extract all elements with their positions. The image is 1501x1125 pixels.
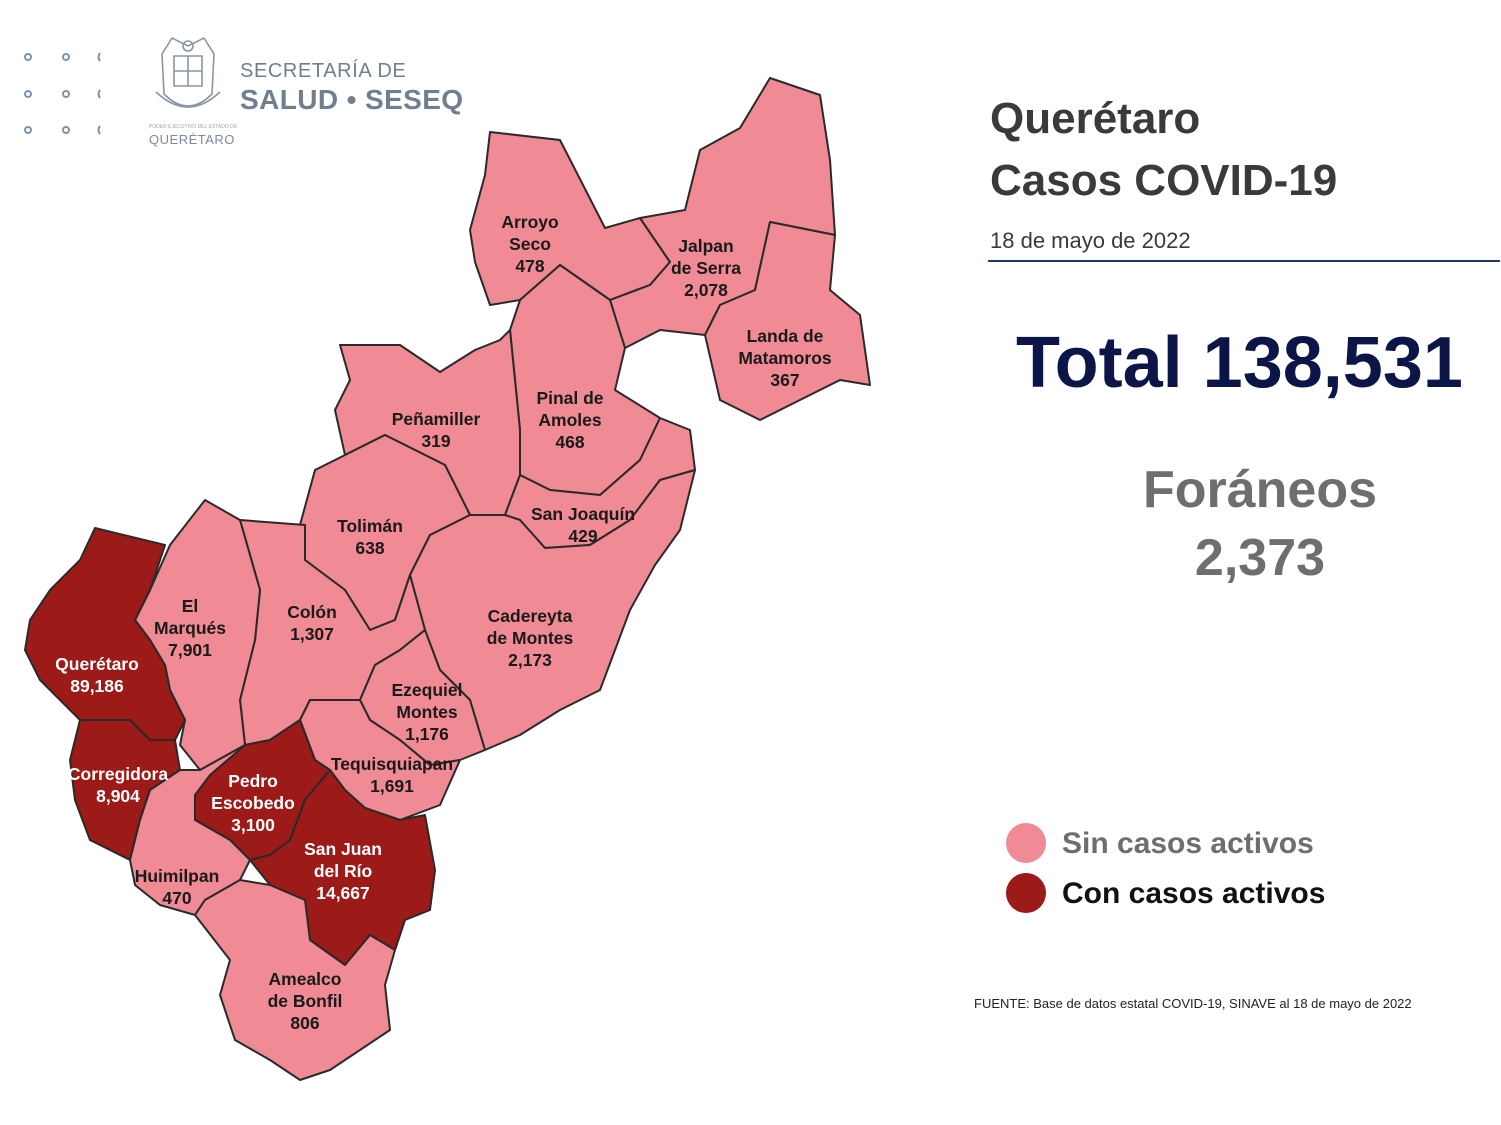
label-corregidora: Corregidora 8,904 [68, 764, 168, 806]
title-divider [988, 260, 1500, 262]
region-landa [704, 221, 871, 421]
legend-label-sin: Sin casos activos [1062, 827, 1314, 860]
region-amealco [194, 879, 396, 1081]
foraneos-block: Foráneos 2,373 [1080, 456, 1440, 592]
legend-swatch-sin [1006, 823, 1046, 863]
label-penamiller: Peñamiller 319 [392, 409, 481, 451]
legend-swatch-con [1006, 873, 1046, 913]
legend-label-con: Con casos activos [1062, 877, 1326, 910]
label-colon: Colón 1,307 [287, 602, 337, 644]
label-ezequiel: Ezequiel Montes 1,176 [392, 680, 463, 744]
org-line2: SALUD • SESEQ [240, 84, 464, 115]
page-title: Querétaro Casos COVID-19 [990, 88, 1337, 212]
label-amealco: Amealco de Bonfil 806 [268, 969, 343, 1033]
report-date: 18 de mayo de 2022 [990, 228, 1191, 253]
logo-tagline: PODER EJECUTIVO DEL ESTADO DE [148, 124, 238, 130]
title-line2: Casos COVID-19 [990, 156, 1338, 205]
label-landa: Landa de Matamoros 367 [738, 326, 832, 390]
source-note: FUENTE: Base de datos estatal COVID-19, … [974, 996, 1412, 1011]
label-cadereyta: Cadereyta de Montes 2,173 [487, 606, 574, 670]
queretaro-map: Arroyo Seco 478 Jalpan de Serra 2,078 Landa de… [24, 77, 871, 1081]
label-queretaro: Querétaro 89,186 [55, 654, 139, 696]
label-huimilpan: Huimilpan 470 [135, 866, 220, 908]
label-tequisquiapan: Tequisquiapan 1,691 [331, 754, 453, 796]
label-pinal: Pinal de Amoles 468 [536, 388, 603, 452]
label-el-marques: El Marqués 7,901 [154, 596, 226, 660]
total-cases: Total 138,531 [1016, 323, 1463, 403]
label-toliman: Tolimán 638 [337, 516, 403, 558]
logo-state: QUERÉTARO [149, 132, 235, 147]
coat-of-arms-icon [155, 36, 221, 108]
region-huimilpan [129, 744, 251, 916]
label-jalpan: Jalpan de Serra 2,078 [671, 236, 741, 300]
label-san-juan: San Juan del Río 14,667 [304, 839, 382, 903]
label-san-joaquin: San Joaquín 429 [531, 504, 635, 546]
foraneos-value: 2,373 [1194, 529, 1326, 587]
foraneos-label: Foráneos [1142, 461, 1378, 519]
seseq-logo: PODER EJECUTIVO DEL ESTADO DE QUERÉTARO … [14, 32, 474, 152]
label-pedro-escobedo: Pedro Escobedo 3,100 [211, 771, 295, 835]
label-arroyo-seco: Arroyo Seco 478 [501, 212, 558, 276]
dots-pattern-icon [24, 52, 101, 135]
title-line1: Querétaro [990, 94, 1201, 143]
org-line1: SECRETARÍA DE [240, 60, 407, 82]
